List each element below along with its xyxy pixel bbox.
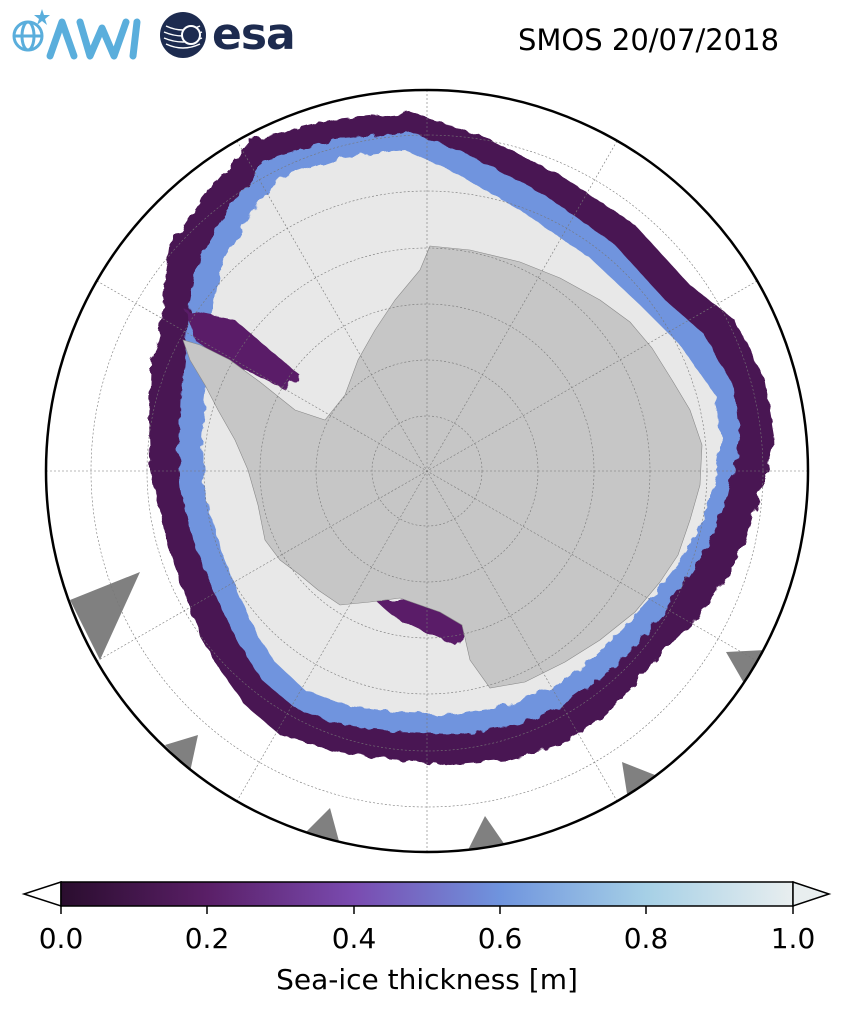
colorbar-tick-label: 0.0 (38, 922, 84, 955)
colorbar-label: Sea-ice thickness [m] (276, 963, 578, 996)
antarctic-sea-ice-map (44, 88, 810, 854)
colorbar-extend-max (792, 880, 832, 908)
colorbar-tick-label: 0.6 (477, 922, 523, 955)
esa-logo-text: esa (212, 9, 296, 60)
no-data-region (726, 650, 766, 685)
colorbar-tick-label: 0.2 (184, 922, 230, 955)
antarctica-land (182, 245, 703, 689)
colorbar-extend-min (21, 880, 62, 908)
map-boundary (44, 88, 810, 854)
colorbar-tick-label: 0.8 (623, 922, 669, 955)
no-data-region (70, 572, 140, 660)
awi-logo (12, 9, 141, 60)
colorbar-tick-label: 1.0 (770, 922, 816, 955)
colorbar-gradient (60, 881, 794, 907)
colorbar-ticks (60, 906, 794, 914)
coastal-thin-ice-peninsula (185, 310, 300, 390)
colorbar-tick-label: 0.4 (331, 922, 377, 955)
no-data-region (165, 735, 198, 772)
graticule (46, 90, 808, 852)
colorbar (21, 880, 832, 914)
no-data-region (622, 762, 655, 800)
esa-emblem-icon (160, 12, 206, 58)
map-title: SMOS 20/07/2018 (518, 23, 780, 57)
no-data-region (468, 816, 505, 850)
